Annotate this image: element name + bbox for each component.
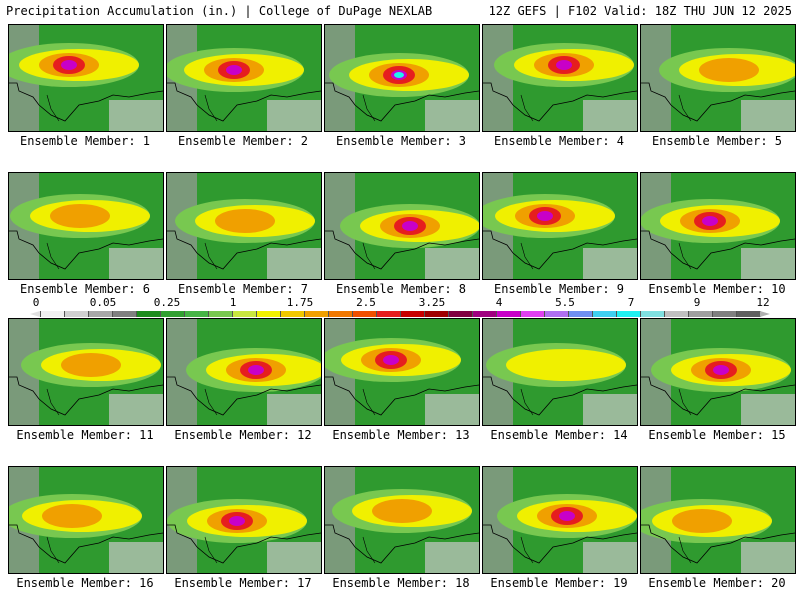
colorbar-swatch bbox=[184, 311, 209, 317]
colorbar-swatch bbox=[664, 311, 689, 317]
ensemble-member-label: Ensemble Member: 7 bbox=[177, 282, 309, 296]
ensemble-member-label: Ensemble Member: 19 bbox=[490, 576, 628, 590]
colorbar-tick-label: 2.5 bbox=[356, 296, 376, 309]
ensemble-member-label: Ensemble Member: 12 bbox=[174, 428, 312, 442]
colorbar-swatch bbox=[520, 311, 545, 317]
ensemble-member-map bbox=[324, 318, 480, 426]
model-run-info: 12Z GEFS | F102 Valid: 18Z THU JUN 12 20… bbox=[488, 4, 792, 18]
ensemble-member-label: Ensemble Member: 15 bbox=[648, 428, 786, 442]
colorbar-swatch bbox=[376, 311, 401, 317]
ensemble-member-map bbox=[640, 466, 796, 574]
colorbar-swatch bbox=[160, 311, 185, 317]
colorbar-tick-label: 0 bbox=[32, 296, 40, 309]
colorbar-tick-label: 1 bbox=[229, 296, 237, 309]
ensemble-member-map bbox=[166, 318, 322, 426]
ensemble-member-map bbox=[166, 466, 322, 574]
ensemble-member-label: Ensemble Member: 20 bbox=[648, 576, 786, 590]
ensemble-member-map bbox=[8, 466, 164, 574]
ensemble-member-label: Ensemble Member: 1 bbox=[19, 134, 151, 148]
colorbar-tick-label: 3.25 bbox=[418, 296, 446, 309]
colorbar-right-arrow-icon bbox=[760, 311, 770, 317]
colorbar-tick-label: 7 bbox=[627, 296, 635, 309]
ensemble-member-map bbox=[166, 172, 322, 280]
colorbar-swatch bbox=[232, 311, 257, 317]
colorbar-swatch bbox=[256, 311, 281, 317]
ensemble-member-map bbox=[324, 172, 480, 280]
colorbar-swatch bbox=[688, 311, 713, 317]
colorbar-swatch bbox=[496, 311, 521, 317]
colorbar-tick-label: 1.75 bbox=[286, 296, 314, 309]
colorbar-swatch bbox=[208, 311, 233, 317]
colorbar-tick-label: 5.5 bbox=[555, 296, 575, 309]
colorbar-tick-label: 0.25 bbox=[153, 296, 181, 309]
colorbar-swatch bbox=[64, 311, 89, 317]
colorbar-swatch bbox=[640, 311, 665, 317]
ensemble-member-label: Ensemble Member: 9 bbox=[493, 282, 625, 296]
ensemble-member-label: Ensemble Member: 11 bbox=[16, 428, 154, 442]
colorbar-swatch bbox=[472, 311, 497, 317]
ensemble-member-label: Ensemble Member: 16 bbox=[16, 576, 154, 590]
colorbar-swatch bbox=[40, 311, 65, 317]
ensemble-member-map bbox=[482, 466, 638, 574]
colorbar-swatch bbox=[112, 311, 137, 317]
colorbar-swatch bbox=[448, 311, 473, 317]
ensemble-member-label: Ensemble Member: 4 bbox=[493, 134, 625, 148]
ensemble-member-label: Ensemble Member: 10 bbox=[648, 282, 786, 296]
colorbar-swatch bbox=[544, 311, 569, 317]
ensemble-member-map bbox=[8, 172, 164, 280]
ensemble-member-map bbox=[640, 318, 796, 426]
colorbar-swatch bbox=[592, 311, 617, 317]
colorbar-swatch bbox=[136, 311, 161, 317]
colorbar-swatch bbox=[616, 311, 641, 317]
colorbar-swatch bbox=[304, 311, 329, 317]
ensemble-member-label: Ensemble Member: 8 bbox=[335, 282, 467, 296]
colorbar-swatch bbox=[280, 311, 305, 317]
ensemble-member-map bbox=[8, 24, 164, 132]
ensemble-member-label: Ensemble Member: 5 bbox=[651, 134, 783, 148]
ensemble-member-label: Ensemble Member: 18 bbox=[332, 576, 470, 590]
colorbar-left-arrow-icon bbox=[30, 311, 40, 317]
colorbar-tick-label: 12 bbox=[756, 296, 770, 309]
colorbar-tick-label: 9 bbox=[693, 296, 701, 309]
colorbar-tick-label: 0.05 bbox=[89, 296, 117, 309]
colorbar-swatch bbox=[736, 311, 761, 317]
ensemble-member-map bbox=[482, 24, 638, 132]
precipitation-colorbar: 0 0.05 0.25 1 1.75 2.5 3.25 4 5.5 7 9 12 bbox=[0, 296, 800, 320]
colorbar-swatch bbox=[424, 311, 449, 317]
ensemble-member-map bbox=[8, 318, 164, 426]
map-title: Precipitation Accumulation (in.) | Colle… bbox=[6, 4, 433, 18]
ensemble-member-map bbox=[324, 24, 480, 132]
ensemble-member-label: Ensemble Member: 2 bbox=[177, 134, 309, 148]
colorbar-swatch bbox=[328, 311, 353, 317]
ensemble-member-map bbox=[640, 24, 796, 132]
ensemble-member-label: Ensemble Member: 17 bbox=[174, 576, 312, 590]
colorbar-swatch bbox=[352, 311, 377, 317]
ensemble-member-map bbox=[324, 466, 480, 574]
colorbar-swatch bbox=[568, 311, 593, 317]
colorbar-swatch bbox=[88, 311, 113, 317]
ensemble-member-map bbox=[166, 24, 322, 132]
ensemble-member-label: Ensemble Member: 6 bbox=[19, 282, 151, 296]
ensemble-member-label: Ensemble Member: 13 bbox=[332, 428, 470, 442]
colorbar-swatch bbox=[400, 311, 425, 317]
ensemble-member-label: Ensemble Member: 3 bbox=[335, 134, 467, 148]
colorbar-swatch bbox=[712, 311, 737, 317]
colorbar-tick-label: 4 bbox=[495, 296, 503, 309]
ensemble-member-label: Ensemble Member: 14 bbox=[490, 428, 628, 442]
ensemble-member-map bbox=[640, 172, 796, 280]
ensemble-member-map bbox=[482, 318, 638, 426]
ensemble-member-map bbox=[482, 172, 638, 280]
